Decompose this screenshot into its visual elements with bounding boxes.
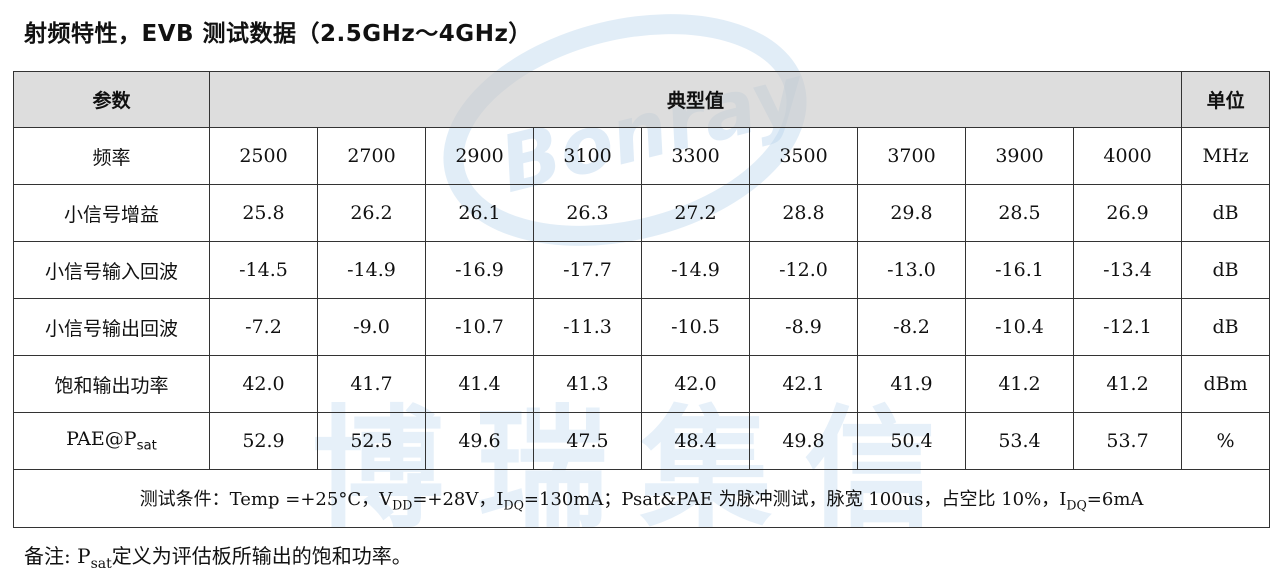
cond-idq2-sub: DQ [1066, 497, 1087, 513]
value-cell: 26.3 [533, 184, 642, 242]
header-row: 参数 典型值 单位 [13, 71, 1271, 128]
value-cell: -10.4 [965, 298, 1074, 356]
param-label: 小信号输出回波 [13, 298, 210, 356]
row-input-return-loss: 小信号输入回波 -14.5 -14.9 -16.9 -17.7 -14.9 -1… [13, 241, 1271, 299]
value-cell: 49.6 [425, 412, 534, 470]
value-cell: -14.5 [209, 241, 318, 299]
cond-prefix: 测试条件：Temp =+25°C，V [139, 488, 393, 510]
value-cell: -14.9 [641, 241, 750, 299]
unit-cell: dB [1181, 184, 1271, 242]
unit-cell: % [1181, 412, 1271, 470]
value-cell: 53.7 [1072, 412, 1183, 470]
value-cell: 50.4 [857, 412, 966, 470]
value-cell: 41.3 [533, 355, 642, 413]
value-cell: -10.5 [641, 298, 750, 356]
unit-cell: dB [1181, 298, 1271, 356]
param-label-sub: sat [136, 438, 157, 454]
value-cell: -16.1 [965, 241, 1074, 299]
value-cell: -12.1 [1072, 298, 1183, 356]
param-label: 小信号增益 [13, 184, 210, 242]
unit-cell: MHz [1181, 127, 1271, 185]
header-typical: 典型值 [208, 71, 1183, 128]
value-cell: 42.0 [641, 355, 750, 413]
value-cell: -13.4 [1072, 241, 1183, 299]
value-cell: 26.1 [425, 184, 534, 242]
value-cell: 2500 [209, 127, 318, 185]
value-cell: 2700 [317, 127, 426, 185]
value-cell: 52.5 [317, 412, 426, 470]
rf-characteristics-table: 参数 典型值 单位 频率 2500 2700 2900 3100 3300 35… [12, 71, 1271, 528]
value-cell: 41.9 [857, 355, 966, 413]
value-cell: 47.5 [533, 412, 642, 470]
page-title: 射频特性，EVB 测试数据（2.5GHz～4GHz） [24, 21, 532, 47]
value-cell: 48.4 [641, 412, 750, 470]
value-cell: 3100 [533, 127, 642, 185]
value-cell: -17.7 [533, 241, 642, 299]
value-cell: -14.9 [317, 241, 426, 299]
header-param: 参数 [13, 71, 210, 128]
note-sub: sat [90, 555, 112, 572]
value-cell: -9.0 [317, 298, 426, 356]
value-cell: 27.2 [641, 184, 750, 242]
row-output-return-loss: 小信号输出回波 -7.2 -9.0 -10.7 -11.3 -10.5 -8.9… [13, 298, 1271, 356]
param-label: 小信号输入回波 [13, 241, 210, 299]
value-cell: 26.2 [317, 184, 426, 242]
unit-cell: dB [1181, 241, 1271, 299]
param-label: 频率 [13, 127, 210, 185]
value-cell: 28.5 [965, 184, 1074, 242]
row-test-conditions: 测试条件：Temp =+25°C，VDD=+28V，IDQ=130mA；Psat… [12, 469, 1271, 528]
value-cell: 41.7 [317, 355, 426, 413]
value-cell: 41.2 [1072, 355, 1183, 413]
value-cell: 28.8 [749, 184, 858, 242]
value-cell: 52.9 [209, 412, 318, 470]
test-conditions-cell: 测试条件：Temp =+25°C，VDD=+28V，IDQ=130mA；Psat… [12, 469, 1271, 528]
value-cell: -7.2 [209, 298, 318, 356]
param-label: PAE@Psat [13, 412, 210, 470]
cond-idq-val: =130mA；Psat&PAE 为脉冲测试，脉宽 100us，占空比 10%，I [523, 488, 1067, 510]
value-cell: -12.0 [749, 241, 858, 299]
value-cell: -11.3 [533, 298, 642, 356]
cond-vdd-val: =+28V，I [412, 488, 504, 510]
header-unit: 单位 [1181, 71, 1271, 128]
value-cell: 53.4 [965, 412, 1074, 470]
value-cell: 42.1 [749, 355, 858, 413]
row-pae: PAE@Psat 52.9 52.5 49.6 47.5 48.4 49.8 5… [13, 412, 1271, 470]
cond-idq-sub: DQ [503, 497, 524, 513]
row-small-signal-gain: 小信号增益 25.8 26.2 26.1 26.3 27.2 28.8 29.8… [13, 184, 1271, 242]
value-cell: 3700 [857, 127, 966, 185]
value-cell: 42.0 [209, 355, 318, 413]
value-cell: -16.9 [425, 241, 534, 299]
value-cell: -10.7 [425, 298, 534, 356]
note-prefix: 备注: P [24, 544, 91, 568]
value-cell: 3900 [965, 127, 1074, 185]
value-cell: 3300 [641, 127, 750, 185]
unit-cell: dBm [1181, 355, 1271, 413]
cond-vdd-sub: DD [392, 497, 413, 513]
value-cell: -13.0 [857, 241, 966, 299]
value-cell: 4000 [1072, 127, 1183, 185]
note-suffix: 定义为评估板所输出的饱和功率。 [111, 544, 412, 568]
cond-idq2-val: =6mA [1086, 488, 1144, 510]
value-cell: 25.8 [209, 184, 318, 242]
footnote: 备注: Psat定义为评估板所输出的饱和功率。 [24, 537, 412, 575]
value-cell: 29.8 [857, 184, 966, 242]
row-frequency: 频率 2500 2700 2900 3100 3300 3500 3700 39… [13, 127, 1271, 185]
value-cell: 2900 [425, 127, 534, 185]
value-cell: 41.4 [425, 355, 534, 413]
param-label: 饱和输出功率 [13, 355, 210, 413]
value-cell: 3500 [749, 127, 858, 185]
value-cell: -8.2 [857, 298, 966, 356]
value-cell: 41.2 [965, 355, 1074, 413]
value-cell: -8.9 [749, 298, 858, 356]
value-cell: 49.8 [749, 412, 858, 470]
value-cell: 26.9 [1072, 184, 1183, 242]
row-saturated-output-power: 饱和输出功率 42.0 41.7 41.4 41.3 42.0 42.1 41.… [13, 355, 1271, 413]
param-label-main: PAE@P [66, 428, 137, 451]
